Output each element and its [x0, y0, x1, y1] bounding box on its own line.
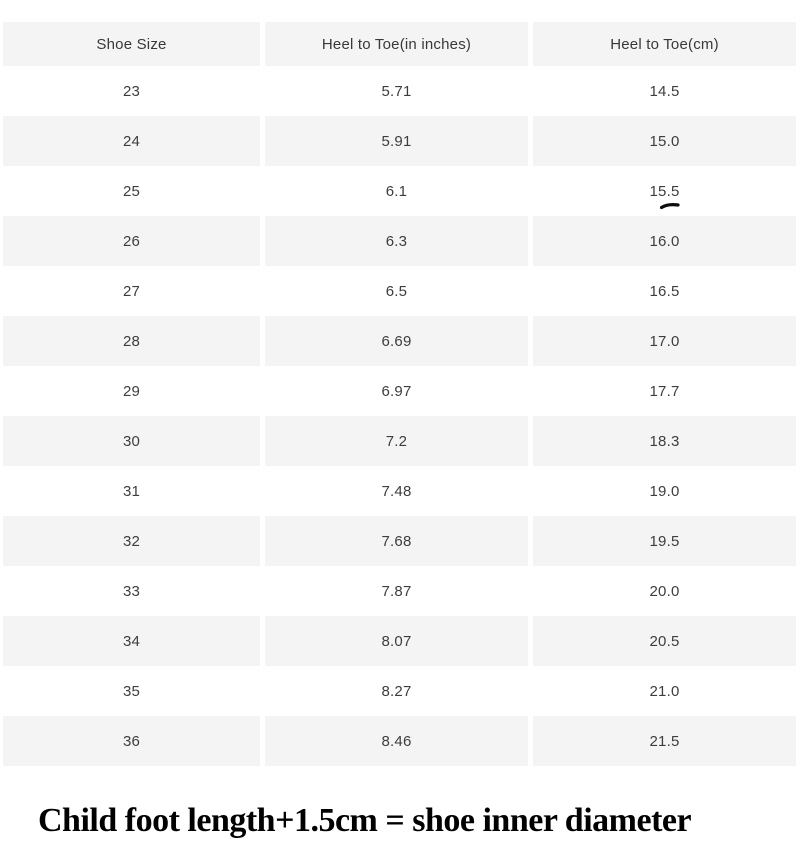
cm-cell: 19.5	[533, 516, 796, 566]
cm-cell: 21.0	[533, 666, 796, 716]
cm-cell: 17.0	[533, 316, 796, 366]
shoe-size-cell: 29	[3, 366, 260, 416]
table-row: 35 8.27 21.0	[3, 666, 796, 716]
column-header-heel-to-toe-cm: Heel to Toe(cm)	[533, 22, 796, 66]
table-row: 24 5.91 15.0	[3, 116, 796, 166]
shoe-size-cell: 31	[3, 466, 260, 516]
shoe-size-cell: 24	[3, 116, 260, 166]
shoe-size-cell: 23	[3, 66, 260, 116]
table-row: 26 6.3 16.0	[3, 216, 796, 266]
inches-cell: 6.5	[265, 266, 528, 316]
cm-cell: 16.0	[533, 216, 796, 266]
table-header-row: Shoe Size Heel to Toe(in inches) Heel to…	[3, 22, 796, 66]
table-row: 23 5.71 14.5	[3, 66, 796, 116]
table-row: 34 8.07 20.5	[3, 616, 796, 666]
table-row: 30 7.2 18.3	[3, 416, 796, 466]
cm-cell: 17.7	[533, 366, 796, 416]
inches-cell: 8.46	[265, 716, 528, 766]
cm-cell: 20.0	[533, 566, 796, 616]
inches-cell: 6.97	[265, 366, 528, 416]
cm-cell: 21.5	[533, 716, 796, 766]
inches-cell: 8.07	[265, 616, 528, 666]
shoe-size-cell: 28	[3, 316, 260, 366]
pen-mark-annotation	[659, 197, 680, 210]
cm-cell: 15.0	[533, 116, 796, 166]
table-row: 32 7.68 19.5	[3, 516, 796, 566]
cm-cell: 14.5	[533, 66, 796, 116]
inches-cell: 7.68	[265, 516, 528, 566]
inches-cell: 6.3	[265, 216, 528, 266]
cm-cell: 18.3	[533, 416, 796, 466]
inches-cell: 6.1	[265, 166, 528, 216]
table-row: 28 6.69 17.0	[3, 316, 796, 366]
inches-cell: 6.69	[265, 316, 528, 366]
size-note: Child foot length+1.5cm = shoe inner dia…	[38, 802, 692, 839]
inches-cell: 7.87	[265, 566, 528, 616]
inches-cell: 7.48	[265, 466, 528, 516]
shoe-size-cell: 32	[3, 516, 260, 566]
shoe-size-cell: 30	[3, 416, 260, 466]
shoe-size-cell: 35	[3, 666, 260, 716]
cm-cell: 20.5	[533, 616, 796, 666]
shoe-size-cell: 36	[3, 716, 260, 766]
cm-cell: 19.0	[533, 466, 796, 516]
table-row: 33 7.87 20.0	[3, 566, 796, 616]
shoe-size-cell: 33	[3, 566, 260, 616]
inches-cell: 5.91	[265, 116, 528, 166]
inches-cell: 5.71	[265, 66, 528, 116]
inches-cell: 7.2	[265, 416, 528, 466]
column-header-heel-to-toe-inches: Heel to Toe(in inches)	[265, 22, 528, 66]
shoe-size-cell: 27	[3, 266, 260, 316]
shoe-size-cell: 26	[3, 216, 260, 266]
cm-cell: 16.5	[533, 266, 796, 316]
column-header-shoe-size: Shoe Size	[3, 22, 260, 66]
shoe-size-cell: 34	[3, 616, 260, 666]
table-row: 27 6.5 16.5	[3, 266, 796, 316]
size-chart-table: Shoe Size Heel to Toe(in inches) Heel to…	[3, 22, 796, 766]
table-row: 31 7.48 19.0	[3, 466, 796, 516]
shoe-size-cell: 25	[3, 166, 260, 216]
table-body: 23 5.71 14.5 24 5.91 15.0 25 6.1 15.5 26 6.3 16.0 27…	[3, 66, 796, 766]
inches-cell: 8.27	[265, 666, 528, 716]
table-row: 36 8.46 21.5	[3, 716, 796, 766]
table-row: 29 6.97 17.7	[3, 366, 796, 416]
